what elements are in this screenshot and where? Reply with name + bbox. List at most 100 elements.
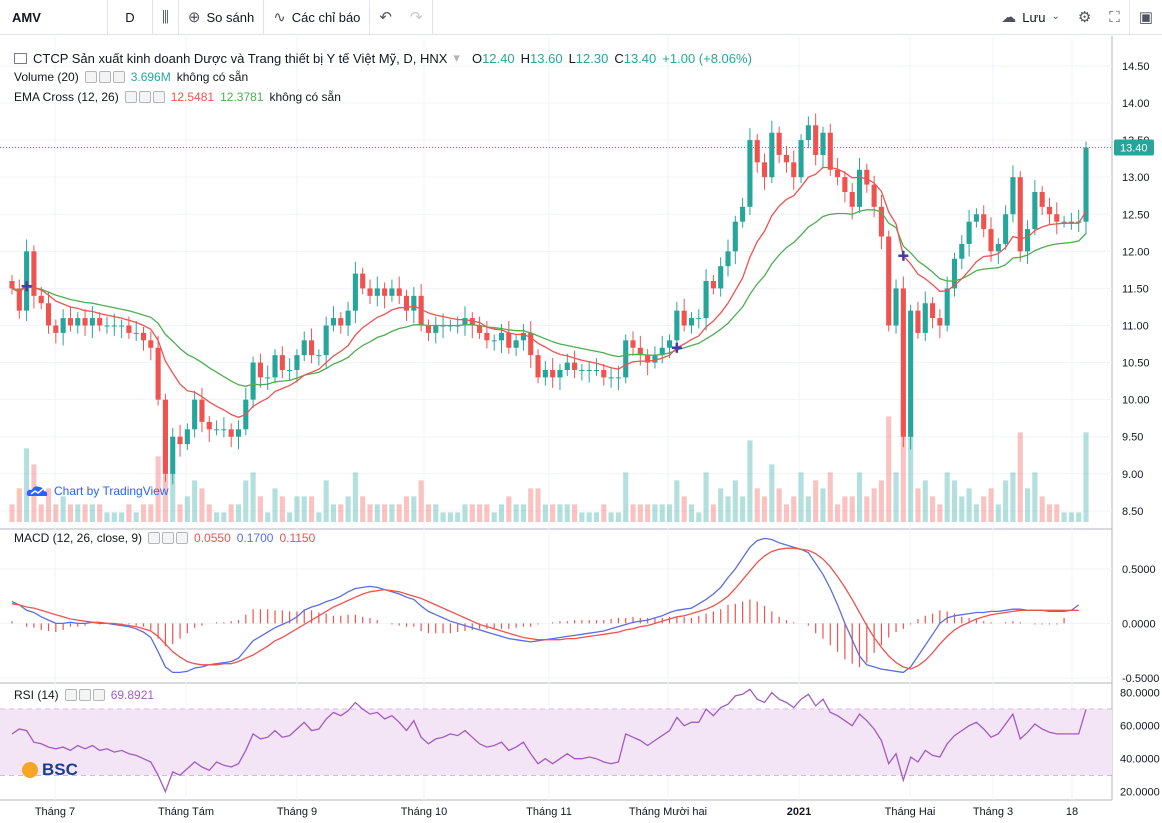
chevron-down-icon[interactable]: ▾ — [453, 50, 460, 65]
candle-body — [995, 243, 1001, 252]
volume-bar — [506, 496, 512, 522]
candle-body — [411, 295, 417, 311]
chart-type-button[interactable]: ⫼ — [153, 0, 179, 34]
volume-bar — [24, 448, 30, 522]
volume-bar — [740, 496, 746, 522]
tradingview-watermark[interactable]: Chart by TradingView — [26, 484, 169, 498]
price-tick-label: 13.00 — [1122, 172, 1150, 184]
time-tick-label: Tháng 7 — [35, 806, 75, 818]
volume-bar — [732, 480, 738, 522]
volume-bar — [170, 472, 176, 522]
candle-body — [615, 377, 621, 379]
price-tick-label: 11.50 — [1122, 283, 1149, 295]
volume-bar — [718, 488, 724, 522]
indicator-controls[interactable] — [124, 91, 165, 103]
candle-body — [265, 377, 271, 379]
volume-bar — [1039, 496, 1045, 522]
volume-bar — [425, 504, 432, 522]
volume-bar — [155, 456, 161, 522]
ema-cross-marker — [671, 342, 682, 353]
redo-button[interactable]: ↷ — [401, 0, 433, 34]
interval-button[interactable]: D — [108, 0, 153, 34]
undo-button[interactable]: ↶ — [370, 0, 401, 34]
candle-body — [308, 340, 315, 356]
candle-body — [1010, 177, 1016, 215]
price-tick-label: 12.50 — [1122, 209, 1150, 221]
ema-label: EMA Cross (12, 26) — [14, 90, 119, 104]
indicators-icon: ∿ — [273, 8, 286, 26]
indicator-controls[interactable] — [148, 532, 189, 544]
candle-body — [791, 162, 797, 178]
candle-body — [688, 318, 695, 326]
volume-bar — [966, 488, 972, 522]
price-chart[interactable]: 14.5014.0013.5013.0012.5012.0011.5011.00… — [0, 35, 1162, 823]
candle-body — [528, 332, 534, 356]
ema-na: không có sẵn — [269, 90, 341, 104]
volume-bar — [776, 488, 782, 522]
cloud-chart-icon — [26, 486, 48, 496]
candle-body — [323, 325, 329, 356]
indicator-controls[interactable] — [84, 71, 125, 83]
compare-button[interactable]: ⊕ So sánh — [179, 0, 265, 34]
candle-body — [740, 206, 746, 222]
candle-body — [506, 332, 512, 348]
volume-bar — [645, 504, 651, 522]
macd-label: MACD (12, 26, close, 9) — [14, 531, 143, 545]
snapshot-button[interactable]: ▣ — [1130, 0, 1162, 34]
volume-bar — [469, 504, 475, 522]
volume-bar — [922, 480, 928, 522]
volume-bar — [981, 496, 987, 522]
price-tick-label: 9.00 — [1122, 469, 1143, 481]
rsi-label: RSI (14) — [14, 688, 59, 702]
candle-body — [900, 288, 906, 437]
volume-bar — [177, 504, 183, 522]
candle-body — [593, 369, 600, 371]
volume-bar — [140, 504, 147, 522]
chevron-down-icon: ⌄ — [1051, 11, 1060, 22]
volume-bar — [411, 496, 417, 522]
symbol-search[interactable]: AMV — [0, 0, 108, 34]
price-tick-label: 10.00 — [1122, 395, 1150, 407]
volume-bar — [1054, 504, 1060, 522]
rsi-legend: RSI (14) 69.8921 — [14, 688, 154, 702]
volume-bar — [330, 504, 337, 522]
candle-body — [31, 251, 37, 296]
candle-body — [214, 429, 220, 431]
settings-button[interactable]: ⚙ — [1069, 0, 1100, 34]
candle-body — [827, 132, 833, 170]
fullscreen-button[interactable]: ⛶ — [1100, 0, 1130, 34]
save-button[interactable]: ☁ Lưu ⌄ — [992, 0, 1069, 34]
price-tick-label: 11.00 — [1122, 320, 1149, 332]
volume-bar — [16, 488, 22, 522]
price-tick-label: 8.50 — [1122, 506, 1143, 518]
volume-bar — [637, 504, 643, 522]
volume-bar — [9, 504, 15, 522]
candle-body — [849, 192, 855, 207]
volume-bar — [674, 480, 680, 522]
price-tick-label: 14.50 — [1122, 61, 1150, 73]
candle-body — [60, 318, 66, 333]
candle-body — [1054, 214, 1060, 222]
candle-body — [287, 369, 293, 371]
volume-bar — [104, 512, 110, 522]
candle-body — [856, 169, 863, 207]
volume-bar — [900, 402, 906, 522]
collapse-icon[interactable] — [14, 52, 27, 64]
indicators-button[interactable]: ∿ Các chỉ báo — [264, 0, 371, 34]
candle-body — [842, 177, 848, 193]
volume-bar — [820, 488, 826, 522]
volume-bar — [75, 504, 81, 522]
indicator-controls[interactable] — [64, 689, 105, 701]
volume-bar — [148, 504, 154, 522]
candle-body — [316, 355, 322, 357]
price-tick-label: 12.00 — [1122, 246, 1150, 258]
camera-icon: ▣ — [1138, 8, 1153, 26]
candle-body — [725, 251, 731, 267]
candle-body — [864, 169, 870, 185]
volume-bar — [38, 504, 44, 522]
candle-body — [9, 281, 15, 289]
candle-body — [813, 125, 819, 155]
volume-bar — [696, 512, 702, 522]
volume-bar — [447, 512, 453, 522]
candle-body — [718, 266, 724, 289]
